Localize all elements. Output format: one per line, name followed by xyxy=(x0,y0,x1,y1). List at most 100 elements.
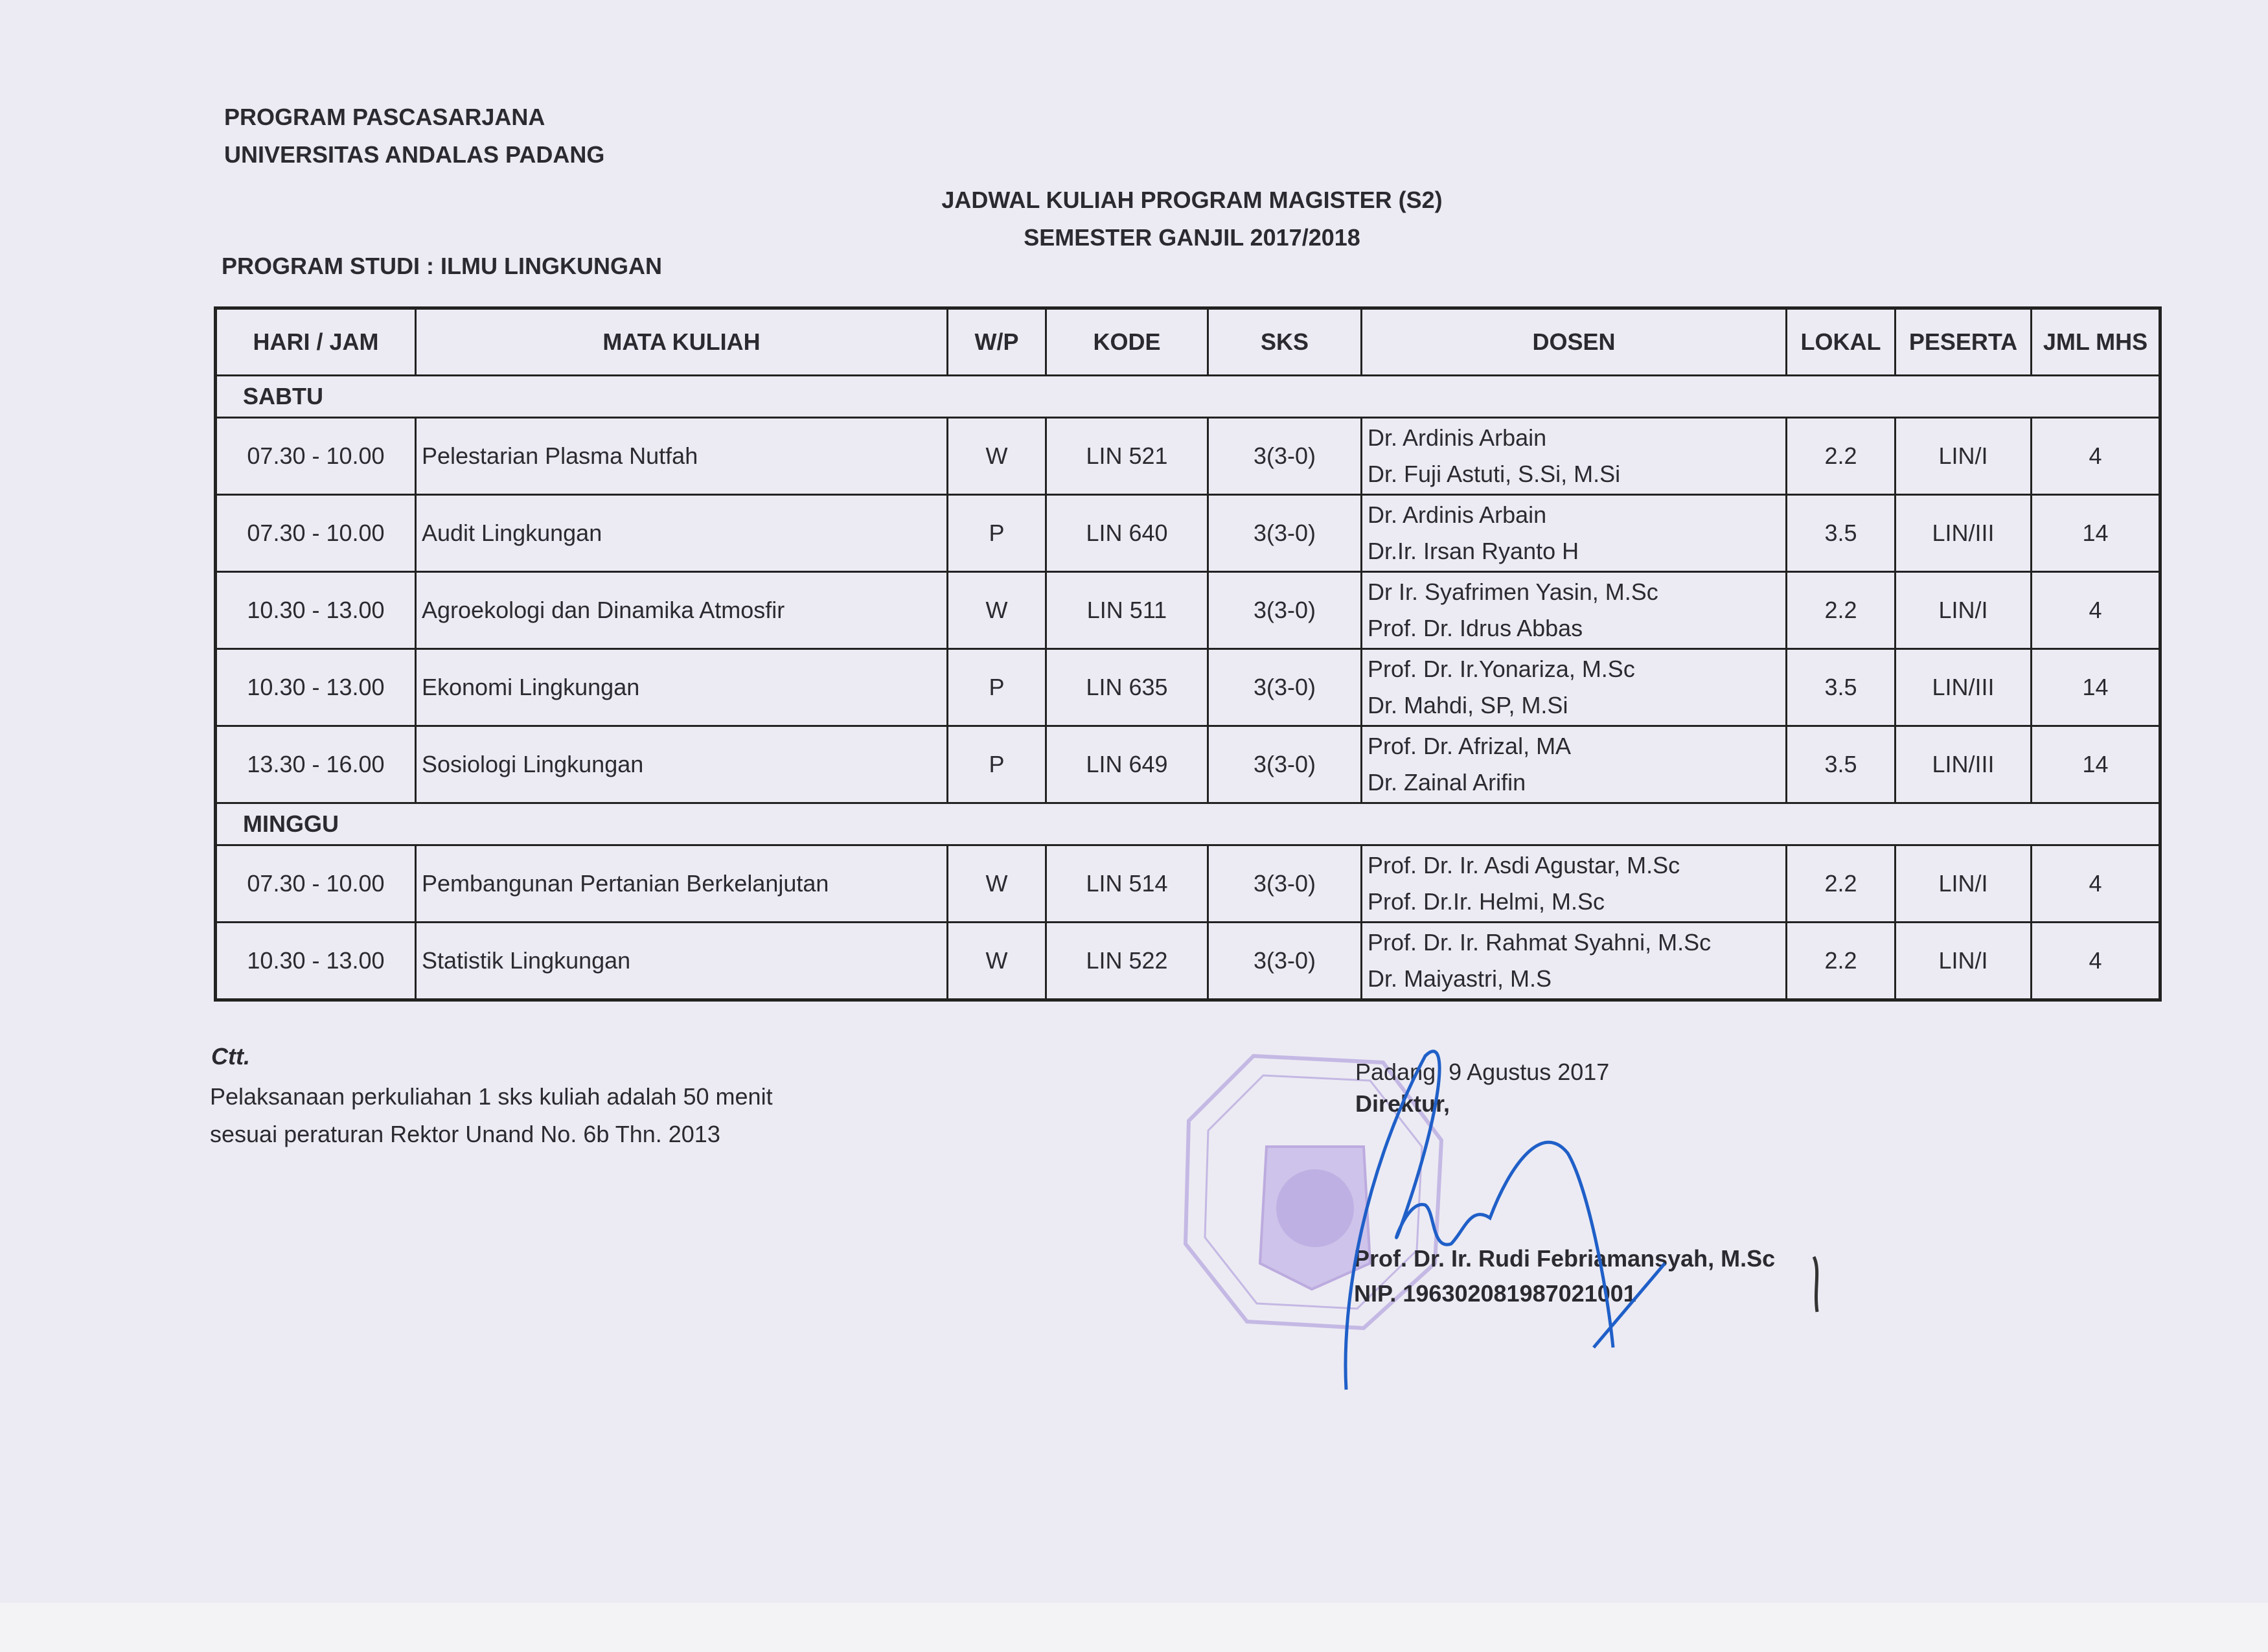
table-row: 13.30 - 16.00 Sosiologi Lingkungan P LIN 64… xyxy=(214,725,2161,804)
lecturer-name: Dr. Ardinis Arbain xyxy=(1368,501,1547,528)
sks-cell: 3(3-0) xyxy=(1207,725,1362,804)
lecturer-name: Prof. Dr. Ir. Rahmat Syahni, M.Sc xyxy=(1368,929,1712,956)
table-row: 10.30 - 13.00 Statistik Lingkungan W LIN 52… xyxy=(214,921,2161,1001)
dosen-cell: Prof. Dr. Ir. Rahmat Syahni, M.Sc Dr. Mai… xyxy=(1360,921,1787,1001)
dosen-cell: Prof. Dr. Afrizal, MA Dr. Zainal Arifin xyxy=(1360,725,1787,804)
handwritten-signature xyxy=(1344,1050,1819,1390)
mata-kuliah-cell: Pelestarian Plasma Nutfah xyxy=(415,417,948,496)
note-label: Ctt. xyxy=(211,1043,250,1070)
peserta-cell: LIN/I xyxy=(1894,571,2032,650)
col-sks: SKS xyxy=(1207,307,1362,376)
col-jml-mhs: JML MHS xyxy=(2030,307,2161,376)
table-row: 07.30 - 10.00 Pembangunan Pertanian Berke… xyxy=(214,844,2161,923)
col-hari-jam: HARI / JAM xyxy=(214,307,417,376)
table-row: 07.30 - 10.00 Pelestarian Plasma Nutfah W L… xyxy=(214,417,2161,496)
kode-cell: LIN 635 xyxy=(1045,648,1209,727)
peserta-cell: LIN/III xyxy=(1894,494,2032,573)
lokal-cell: 3.5 xyxy=(1785,494,1896,573)
mata-kuliah-cell: Pembangunan Pertanian Berkelanjutan xyxy=(415,844,948,923)
lokal-cell: 2.2 xyxy=(1785,571,1896,650)
day-group-row: SABTU xyxy=(214,374,2161,419)
dosen-cell: Prof. Dr. Ir.Yonariza, M.Sc Dr. Mahdi, SP… xyxy=(1360,648,1787,727)
table-header: HARI / JAM MATA KULIAH W/P KODE SKS DOSE… xyxy=(214,307,2161,376)
kode-cell: LIN 649 xyxy=(1045,725,1209,804)
lecturer-name: Dr. Maiyastri, M.S xyxy=(1368,965,1552,992)
hari-jam-cell: 13.30 - 16.00 xyxy=(214,725,417,804)
kode-cell: LIN 514 xyxy=(1045,844,1209,923)
col-peserta: PESERTA xyxy=(1894,307,2032,376)
mata-kuliah-cell: Ekonomi Lingkungan xyxy=(415,648,948,727)
lecturer-name: Dr. Zainal Arifin xyxy=(1368,769,1526,796)
table-row: 07.30 - 10.00 Audit Lingkungan P LIN 640 3(3… xyxy=(214,494,2161,573)
wp-cell: W xyxy=(946,571,1047,650)
peserta-cell: LIN/I xyxy=(1894,921,2032,1001)
hari-jam-cell: 10.30 - 13.00 xyxy=(214,648,417,727)
lokal-cell: 2.2 xyxy=(1785,844,1896,923)
day-label: MINGGU xyxy=(214,802,2161,846)
jml-mhs-cell: 4 xyxy=(2030,921,2161,1001)
wp-cell: W xyxy=(946,844,1047,923)
dosen-cell: Dr. Ardinis Arbain Dr. Fuji Astuti, S.Si,… xyxy=(1360,417,1787,496)
hari-jam-cell: 10.30 - 13.00 xyxy=(214,921,417,1001)
mata-kuliah-cell: Sosiologi Lingkungan xyxy=(415,725,948,804)
lecturer-name: Dr. Fuji Astuti, S.Si, M.Si xyxy=(1368,461,1621,487)
lecturer-name: Prof. Dr.Ir. Helmi, M.Sc xyxy=(1368,888,1605,915)
note-line2: sesuai peraturan Rektor Unand No. 6b Thn… xyxy=(210,1121,720,1147)
hari-jam-cell: 10.30 - 13.00 xyxy=(214,571,417,650)
dosen-cell: Dr. Ardinis Arbain Dr.Ir. Irsan Ryanto H xyxy=(1360,494,1787,573)
jml-mhs-cell: 14 xyxy=(2030,494,2161,573)
lecturer-name: Prof. Dr. Ir.Yonariza, M.Sc xyxy=(1368,656,1635,682)
program-studi: PROGRAM STUDI : ILMU LINGKUNGAN xyxy=(222,253,662,279)
col-kode: KODE xyxy=(1045,307,1209,376)
note-line1: Pelaksanaan perkuliahan 1 sks kuliah ada… xyxy=(210,1083,773,1110)
lecturer-name: Dr. Ardinis Arbain xyxy=(1368,424,1547,451)
lokal-cell: 2.2 xyxy=(1785,921,1896,1001)
lecturer-name: Prof. Dr. Afrizal, MA xyxy=(1368,733,1572,759)
wp-cell: W xyxy=(946,921,1047,1001)
sks-cell: 3(3-0) xyxy=(1207,494,1362,573)
schedule-table: HARI / JAM MATA KULIAH W/P KODE SKS DOSE… xyxy=(214,306,2162,1002)
jml-mhs-cell: 14 xyxy=(2030,648,2161,727)
kode-cell: LIN 640 xyxy=(1045,494,1209,573)
signer-name: Prof. Dr. Ir. Rudi Febriamansyah, M.Sc xyxy=(1354,1245,1776,1272)
table-row: 10.30 - 13.00 Agroekologi dan Dinamika At… xyxy=(214,571,2161,650)
lecturer-name: Dr Ir. Syafrimen Yasin, M.Sc xyxy=(1368,579,1658,605)
sks-cell: 3(3-0) xyxy=(1207,921,1362,1001)
jml-mhs-cell: 4 xyxy=(2030,571,2161,650)
institution-line2: UNIVERSITAS ANDALAS PADANG xyxy=(224,141,605,168)
table-row: 10.30 - 13.00 Ekonomi Lingkungan P LIN 635 3… xyxy=(214,648,2161,727)
jml-mhs-cell: 4 xyxy=(2030,844,2161,923)
wp-cell: P xyxy=(946,494,1047,573)
place-date: Padang, 9 Agustus 2017 xyxy=(1355,1059,1610,1085)
university-stamp xyxy=(1183,1053,1444,1331)
lecturer-name: Prof. Dr. Ir. Asdi Agustar, M.Sc xyxy=(1368,852,1680,878)
sks-cell: 3(3-0) xyxy=(1207,844,1362,923)
day-label: SABTU xyxy=(214,374,2161,419)
kode-cell: LIN 522 xyxy=(1045,921,1209,1001)
col-mata-kuliah: MATA KULIAH xyxy=(415,307,948,376)
dosen-cell: Dr Ir. Syafrimen Yasin, M.Sc Prof. Dr. Id… xyxy=(1360,571,1787,650)
lecturer-name: Dr. Mahdi, SP, M.Si xyxy=(1368,692,1568,718)
wp-cell: W xyxy=(946,417,1047,496)
signer-nip: NIP. 196302081987021001 xyxy=(1354,1280,1636,1307)
jml-mhs-cell: 14 xyxy=(2030,725,2161,804)
wp-cell: P xyxy=(946,648,1047,727)
lokal-cell: 2.2 xyxy=(1785,417,1896,496)
mata-kuliah-cell: Agroekologi dan Dinamika Atmosfir xyxy=(415,571,948,650)
document-subtitle: SEMESTER GANJIL 2017/2018 xyxy=(1024,224,1360,251)
peserta-cell: LIN/I xyxy=(1894,417,2032,496)
kode-cell: LIN 511 xyxy=(1045,571,1209,650)
col-dosen: DOSEN xyxy=(1360,307,1787,376)
scan-bottom-edge xyxy=(0,1603,2268,1652)
peserta-cell: LIN/III xyxy=(1894,725,2032,804)
peserta-cell: LIN/I xyxy=(1894,844,2032,923)
lecturer-name: Dr.Ir. Irsan Ryanto H xyxy=(1368,538,1579,564)
kode-cell: LIN 521 xyxy=(1045,417,1209,496)
hari-jam-cell: 07.30 - 10.00 xyxy=(214,844,417,923)
lecturer-name: Prof. Dr. Idrus Abbas xyxy=(1368,615,1583,641)
sks-cell: 3(3-0) xyxy=(1207,417,1362,496)
hari-jam-cell: 07.30 - 10.00 xyxy=(214,494,417,573)
wp-cell: P xyxy=(946,725,1047,804)
sks-cell: 3(3-0) xyxy=(1207,571,1362,650)
dosen-cell: Prof. Dr. Ir. Asdi Agustar, M.Sc Prof. Dr… xyxy=(1360,844,1787,923)
